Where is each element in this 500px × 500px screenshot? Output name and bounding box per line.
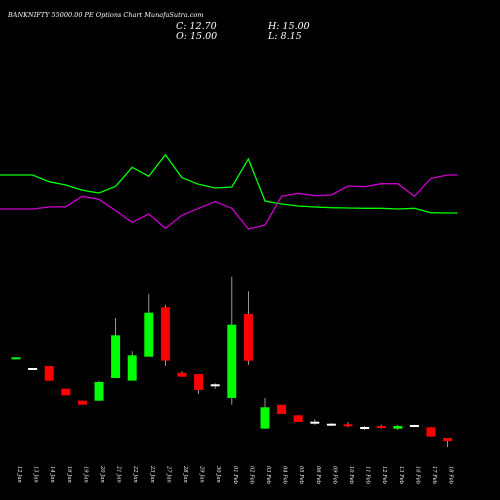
candle-body <box>326 423 336 426</box>
high-value: H: 15.00 <box>267 21 310 32</box>
candle <box>61 388 71 396</box>
x-tick-label: 01 Feb <box>232 466 238 484</box>
candle <box>210 383 220 389</box>
candle-body <box>343 424 353 427</box>
candle <box>443 438 453 448</box>
x-tick-label: 05 Feb <box>298 466 304 484</box>
candle-body <box>94 382 104 401</box>
candle-body <box>44 366 54 381</box>
candle-body <box>127 355 137 381</box>
candle-body <box>11 357 21 360</box>
candle-body <box>443 438 453 442</box>
candle-body <box>243 314 253 361</box>
close-value: C: 12.70 <box>176 21 217 32</box>
candle-body <box>77 400 87 405</box>
candle <box>127 351 137 381</box>
candle-body <box>227 324 237 398</box>
candle-body <box>144 312 154 357</box>
candle-body <box>61 388 71 396</box>
candle <box>293 415 303 422</box>
candle <box>343 422 353 428</box>
x-tick-label: 27 Jan <box>165 465 171 483</box>
x-tick-label: 02 Feb <box>248 466 254 484</box>
chart-title: BANKNIFTY 55000.00 PE Options Chart Muna… <box>7 11 203 19</box>
candle-body <box>393 426 403 429</box>
x-tick-label: 16 Jan <box>66 466 72 483</box>
candle-body <box>376 426 386 428</box>
x-tick-label: 10 Feb <box>348 466 354 484</box>
x-tick-label: 14 Jan <box>49 466 55 483</box>
x-tick-label: 09 Feb <box>331 466 337 484</box>
low-value: L: 8.15 <box>267 31 302 42</box>
indicator-line-green <box>0 153 458 214</box>
candle-body <box>194 374 204 390</box>
x-tick-label: 30 Jan <box>215 466 221 483</box>
candle <box>243 291 253 365</box>
candle <box>28 368 38 370</box>
x-tick-label: 22 Jan <box>132 465 138 483</box>
candle-body <box>277 404 287 414</box>
x-tick-label: 20 Jan <box>99 465 105 483</box>
candle <box>409 424 419 428</box>
candle <box>194 374 204 394</box>
candle-body <box>293 415 303 422</box>
candle <box>11 357 21 360</box>
candle <box>376 424 386 429</box>
candle-body <box>111 335 121 378</box>
x-axis: 12 Jan 13 Jan 14 Jan 16 Jan 19 Jan 20 Jan 21 J… <box>16 465 454 484</box>
candle-layer <box>11 276 453 448</box>
x-tick-label: 13 Feb <box>398 466 404 484</box>
candle-body <box>310 421 320 424</box>
candle <box>360 426 370 430</box>
x-tick-label: 19 Jan <box>82 466 88 483</box>
candle <box>177 371 187 377</box>
x-tick-label: 12 Jan <box>16 466 22 483</box>
x-tick-label: 12 Feb <box>381 466 387 484</box>
candle-body <box>409 425 419 427</box>
candle <box>426 427 436 437</box>
candle-body <box>260 407 270 429</box>
x-tick-label: 23 Jan <box>149 465 155 483</box>
candle <box>44 366 54 381</box>
candle-body <box>210 384 220 387</box>
candle-body <box>426 427 436 437</box>
x-tick-label: 29 Jan <box>199 465 205 483</box>
x-tick-label: 13 Jan <box>33 466 39 483</box>
x-tick-label: 17 Feb <box>431 466 437 484</box>
open-value: O: 15.00 <box>176 31 217 42</box>
x-tick-label: 06 Feb <box>315 466 321 484</box>
x-tick-label: 04 Feb <box>282 466 288 484</box>
candle <box>277 404 287 414</box>
candle <box>326 423 336 426</box>
x-tick-label: 18 Feb <box>448 466 454 484</box>
candle-body <box>160 307 170 361</box>
x-tick-label: 28 Jan <box>182 465 188 483</box>
candle <box>160 304 170 366</box>
x-tick-label: 03 Feb <box>265 466 271 484</box>
candle <box>393 424 403 430</box>
candle <box>260 398 270 429</box>
indicator-layer <box>0 153 458 230</box>
candle <box>77 400 87 405</box>
candle <box>227 276 237 405</box>
candle-body <box>360 427 370 429</box>
candle <box>111 318 121 378</box>
indicator-line-magenta <box>0 174 458 230</box>
x-tick-label: 16 Feb <box>414 466 420 484</box>
candle <box>310 419 320 425</box>
candle <box>94 380 104 401</box>
candle-body <box>177 372 187 377</box>
x-tick-label: 11 Feb <box>365 466 371 484</box>
candle <box>144 294 154 357</box>
x-tick-label: 21 Jan <box>116 465 122 483</box>
candle-body <box>28 368 38 370</box>
